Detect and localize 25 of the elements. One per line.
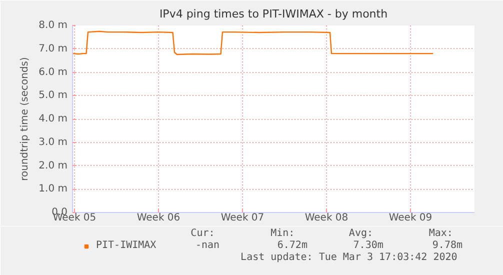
x-tick-label: Week 09 (388, 212, 432, 224)
text: 6.72m (277, 240, 308, 251)
x-tick-label: Week 08 (304, 212, 348, 224)
x-tick-label: Week 07 (220, 212, 264, 224)
text: Min: (270, 228, 295, 239)
y-tick-label: 3.0 m (38, 136, 68, 148)
text: 9.78m (432, 240, 463, 251)
y-tick-label: 6.0 m (38, 66, 68, 78)
y-axis-title: roundtrip time (seconds) (20, 56, 31, 181)
legend-label: PIT-IWIMAX (96, 240, 156, 251)
text: Cur: (190, 228, 215, 239)
text: Avg: (348, 228, 374, 239)
y-tick-label: 1.0 m (38, 184, 68, 195)
text: Max: (428, 228, 453, 239)
y-tick-label: 8.0 m (38, 20, 68, 31)
chart-title: IPv4 ping times to PIT-IWIMAX - by month (159, 8, 388, 20)
text: -nan (195, 240, 220, 251)
text: 7.30m (353, 240, 384, 251)
y-tick-label: 5.0 m (38, 90, 68, 102)
y-tick-label: 2.0 m (38, 160, 68, 172)
line-series (72, 30, 434, 56)
y-tick-label: 4.0 m (38, 114, 68, 124)
x-tick-label: Week 06 (136, 212, 180, 224)
text: Last update: Tue Mar 3 17:03:42 2020 (240, 252, 458, 263)
y-tick-label: 7.0 m (38, 43, 68, 54)
